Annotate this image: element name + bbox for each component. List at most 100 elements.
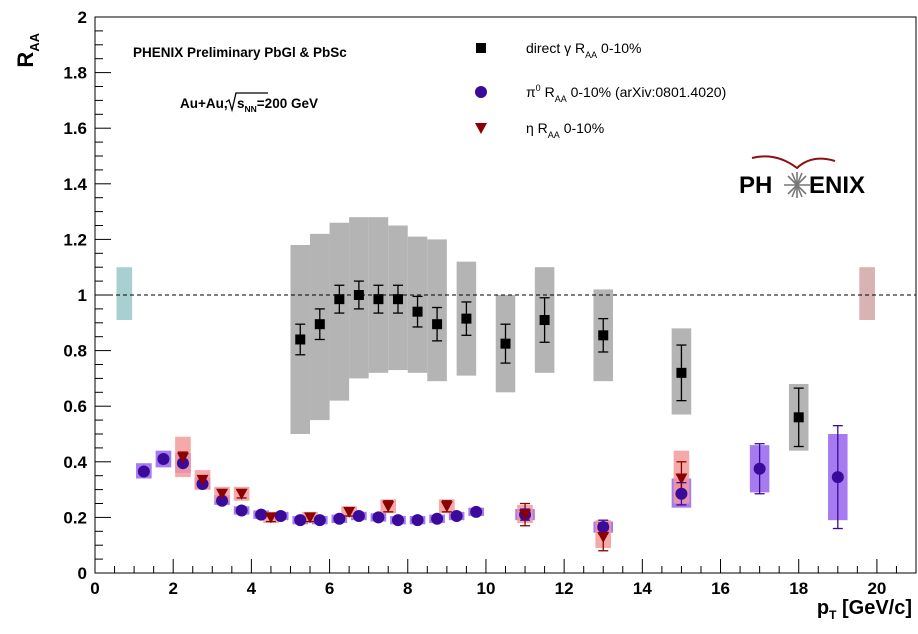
point-eta <box>519 509 532 521</box>
point-pi0 <box>411 514 424 527</box>
legend-label-main: η <box>526 120 534 136</box>
legend-label-mid: γ R <box>560 40 585 56</box>
legend-marker-circle <box>475 86 487 98</box>
phenix-logo: PH ENIX <box>739 155 865 199</box>
point-pi0 <box>333 512 346 525</box>
point-eta <box>382 501 395 513</box>
point-pi0 <box>675 487 688 500</box>
x-tick-label: 0 <box>90 579 99 598</box>
x-tick-label: 16 <box>711 579 730 598</box>
annotation-experiment: PHENIX Preliminary PbGl & PbSc <box>133 45 347 60</box>
sqrt-symbol <box>225 92 268 113</box>
point-direct-gamma <box>412 306 423 317</box>
logo-arc <box>751 155 836 170</box>
legend-label-post: 0-10% (arXiv:0801.4020) <box>567 84 727 100</box>
point-eta <box>675 473 688 485</box>
y-tick-label: 1.8 <box>63 64 87 83</box>
point-eta <box>304 512 317 524</box>
point-direct-gamma <box>676 367 687 378</box>
x-axis-title-main: p <box>817 597 829 619</box>
annotation-energy-sub: NN <box>245 104 257 114</box>
svg-text:Au+Au,: Au+Au, <box>180 96 228 111</box>
legend-label-sub: AA <box>555 94 567 104</box>
point-direct-gamma <box>373 294 384 305</box>
legend-label-main: direct <box>526 40 560 56</box>
svg-text:direct γ RAA 0-10%: direct γ RAA 0-10% <box>526 40 642 60</box>
x-axis-title-sub: T <box>829 608 837 622</box>
legend-label-post: 0-10% <box>560 120 604 136</box>
point-eta <box>440 501 453 513</box>
logo-star-icon <box>784 172 810 198</box>
legend-label-mid: R <box>534 120 548 136</box>
x-tick-label: 14 <box>633 579 652 598</box>
annotation-energy-post: =200 GeV <box>257 96 318 111</box>
point-pi0 <box>470 505 483 518</box>
point-pi0 <box>255 508 268 521</box>
legend-label-main: π <box>526 84 536 100</box>
data-markers <box>137 290 844 543</box>
point-eta <box>216 488 229 500</box>
y-tick-label: 0.2 <box>63 508 87 527</box>
point-pi0 <box>294 514 307 527</box>
y-axis-title-main: R <box>13 52 38 68</box>
legend: direct γ RAA 0-10% π0 RAA 0-10% (arXiv:0… <box>475 40 726 140</box>
point-direct-gamma <box>432 319 443 330</box>
y-tick-label: 1.2 <box>63 230 87 249</box>
x-axis-ticks: 0 2 4 6 8 10 12 14 16 18 20 <box>90 559 917 598</box>
x-tick-label: 10 <box>476 579 495 598</box>
normalization-box <box>116 267 133 321</box>
x-tick-label: 20 <box>867 579 886 598</box>
legend-label-sub: AA <box>585 50 597 60</box>
y-tick-label: 1 <box>78 286 87 305</box>
legend-label-post: 0-10% <box>597 40 641 56</box>
logo-text-left: PH <box>739 172 772 199</box>
annotation-energy-rad: s <box>237 96 245 111</box>
y-tick-label: 0.4 <box>63 453 87 472</box>
x-axis-title: pT [GeV/c] <box>817 597 912 622</box>
point-pi0 <box>597 521 610 534</box>
point-pi0 <box>274 510 287 523</box>
y-axis-title: RAA <box>13 32 42 67</box>
legend-entry-eta: η RAA 0-10% <box>475 120 604 140</box>
y-tick-label: 1.6 <box>63 119 87 138</box>
legend-marker-triangle <box>475 123 487 134</box>
point-direct-gamma <box>461 313 472 324</box>
point-pi0 <box>831 471 844 484</box>
annotation-energy: Au+Au, sNN=200 GeV <box>180 92 318 114</box>
y-tick-label: 0.8 <box>63 342 87 361</box>
x-tick-label: 4 <box>247 579 257 598</box>
y-tick-label: 0 <box>78 564 87 583</box>
point-pi0 <box>352 510 365 523</box>
x-tick-label: 2 <box>168 579 177 598</box>
point-direct-gamma <box>500 338 511 349</box>
point-direct-gamma <box>353 290 364 300</box>
y-tick-label: 1.4 <box>63 175 87 194</box>
svg-text:π0 RAA 0-10% (arXiv:0801.4020): π0 RAA 0-10% (arXiv:0801.4020) <box>526 83 726 104</box>
x-tick-label: 6 <box>325 579 334 598</box>
point-pi0 <box>216 494 229 507</box>
point-pi0 <box>431 512 444 525</box>
point-direct-gamma <box>314 319 325 330</box>
legend-entry-direct-gamma: direct γ RAA 0-10% <box>476 40 642 60</box>
annotation-energy-pre: Au+Au, <box>180 96 228 111</box>
point-eta <box>196 474 209 486</box>
point-eta <box>235 488 248 500</box>
point-pi0 <box>450 510 463 523</box>
y-axis-title-sub: AA <box>27 32 42 51</box>
point-pi0 <box>137 465 150 478</box>
point-direct-gamma <box>539 315 550 326</box>
logo-text-right: ENIX <box>809 172 865 199</box>
point-eta <box>343 506 356 518</box>
point-eta <box>264 512 277 524</box>
svg-text:η RAA 0-10%: η RAA 0-10% <box>526 120 604 140</box>
point-pi0 <box>753 462 766 475</box>
x-tick-label: 18 <box>789 579 808 598</box>
point-pi0 <box>372 511 385 524</box>
point-direct-gamma <box>295 334 306 345</box>
point-pi0 <box>235 504 248 517</box>
legend-label-sup: 0 <box>536 83 541 93</box>
y-axis-ticks: 0 0.2 0.4 0.6 0.8 1 1.2 1.4 1.6 1.8 2 <box>63 8 111 583</box>
normalization-box <box>859 267 875 321</box>
point-direct-gamma <box>392 294 403 305</box>
